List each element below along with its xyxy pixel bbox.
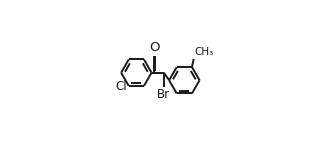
Text: CH₃: CH₃ (194, 47, 214, 57)
Text: O: O (149, 41, 159, 54)
Text: Br: Br (157, 88, 170, 101)
Text: Cl: Cl (115, 80, 127, 93)
